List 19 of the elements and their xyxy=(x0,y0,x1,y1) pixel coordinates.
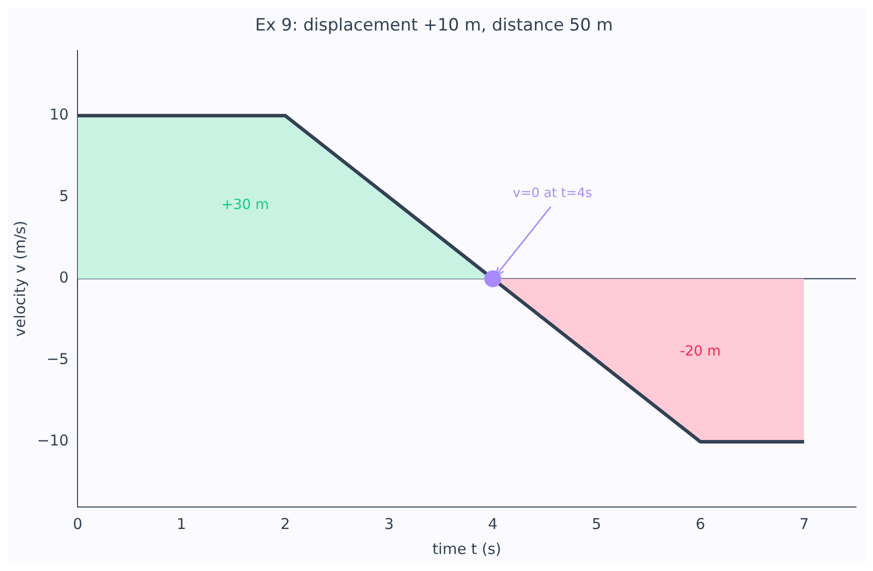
x-tick-label: 2 xyxy=(280,514,290,533)
chart-title: Ex 9: displacement +10 m, distance 50 m xyxy=(255,16,613,36)
x-tick-label: 4 xyxy=(488,514,498,533)
x-tick-label: 6 xyxy=(696,514,706,533)
y-tick-label: 5 xyxy=(59,187,69,206)
y-axis-title: velocity v (m/s) xyxy=(10,220,29,337)
annotation: -20 m xyxy=(680,344,721,360)
x-axis-title: time t (s) xyxy=(432,540,502,558)
annotation: +30 m xyxy=(221,196,270,213)
y-tick-label: 10 xyxy=(50,106,69,124)
x-tick-label: 7 xyxy=(799,514,809,533)
x-tick-label: 5 xyxy=(592,514,602,533)
y-tick-label: −5 xyxy=(46,350,69,368)
x-tick-label: 3 xyxy=(384,514,394,533)
annotation: v=0 at t=4s xyxy=(512,186,592,202)
y-tick-label: −10 xyxy=(37,432,69,450)
y-tick-label: 0 xyxy=(59,268,69,287)
x-tick-label: 1 xyxy=(176,514,186,533)
x-tick-label: 0 xyxy=(72,514,82,533)
